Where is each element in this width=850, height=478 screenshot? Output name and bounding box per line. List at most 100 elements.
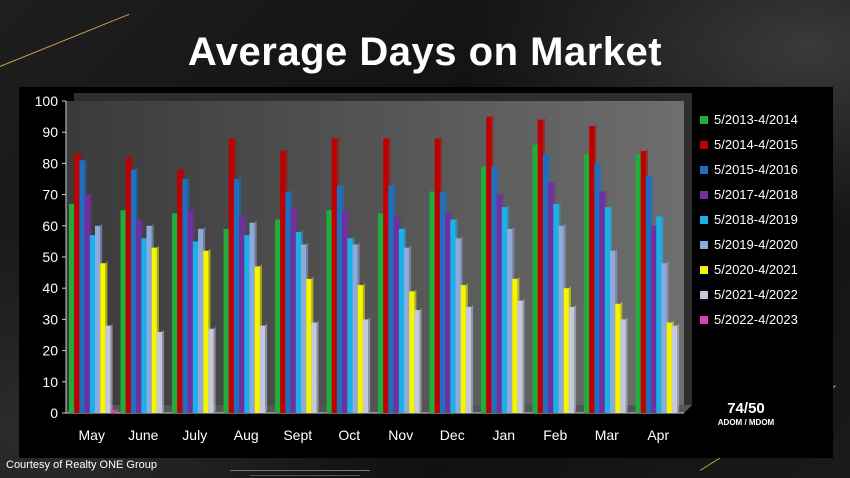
x-tick-label: Jan — [492, 427, 515, 443]
bar — [208, 328, 214, 413]
bar — [671, 325, 678, 413]
bar — [640, 150, 646, 414]
bar-side — [316, 320, 319, 413]
x-tick-label: May — [79, 427, 105, 443]
bar — [645, 175, 652, 413]
bar — [357, 285, 363, 413]
page-title: Average Days on Market — [187, 30, 663, 74]
bar — [192, 241, 198, 413]
bar — [285, 191, 291, 413]
bar — [537, 119, 543, 413]
x-tick-label: June — [128, 427, 159, 443]
bar — [280, 150, 286, 414]
bar — [295, 232, 301, 413]
y-tick-label: 70 — [42, 187, 58, 203]
bar — [187, 210, 193, 413]
x-tick-label: Aug — [234, 427, 259, 443]
legend-label: 5/2020-4/2021 — [714, 262, 798, 277]
legend-item: 5/2015-4/2016 — [700, 157, 830, 182]
bar — [198, 228, 204, 413]
legend-swatch — [700, 240, 708, 249]
legend-item: 5/2022-4/2023 — [700, 307, 830, 332]
bar — [311, 322, 317, 413]
bar — [610, 250, 616, 413]
bar — [306, 278, 312, 413]
y-tick-label: 10 — [42, 374, 58, 390]
bar — [249, 222, 255, 413]
legend-swatch — [700, 265, 708, 274]
bar — [615, 303, 621, 413]
bar — [481, 166, 487, 413]
bar — [584, 154, 590, 413]
bar — [130, 169, 137, 413]
bar — [84, 194, 90, 413]
bar — [486, 116, 492, 413]
bar — [512, 278, 518, 413]
bar — [393, 216, 399, 413]
bar-side — [162, 329, 165, 413]
bar — [388, 185, 394, 413]
bar — [620, 319, 626, 413]
adom-summary: 74/50 ADOM / MDOM — [693, 400, 799, 427]
bar — [666, 322, 672, 413]
bar-side — [574, 304, 577, 413]
bar — [275, 219, 281, 413]
bar — [409, 291, 415, 413]
bar — [254, 266, 260, 413]
bar — [233, 179, 240, 413]
bar — [445, 213, 451, 413]
bar — [136, 219, 142, 413]
bar — [120, 210, 126, 413]
bar — [465, 306, 472, 413]
bar — [501, 207, 507, 413]
bar-side — [522, 298, 525, 413]
bar — [141, 238, 147, 413]
legend-label: 5/2017-4/2018 — [714, 187, 798, 202]
bar — [125, 157, 131, 413]
y-tick-label: 40 — [42, 280, 58, 296]
bar — [404, 247, 410, 413]
bar — [100, 263, 106, 413]
x-tick-label: Apr — [647, 427, 669, 443]
decorative-line — [230, 470, 370, 471]
x-tick-label: Nov — [388, 427, 413, 443]
x-tick-label: Feb — [543, 427, 567, 443]
bar — [589, 125, 595, 414]
bar-side — [368, 317, 371, 413]
bar — [352, 244, 358, 413]
bar — [110, 409, 116, 413]
legend-label: 5/2019-4/2020 — [714, 237, 798, 252]
legend-label: 5/2021-4/2022 — [714, 287, 798, 302]
bar — [290, 207, 296, 413]
legend-item: 5/2014-4/2015 — [700, 132, 830, 157]
bar — [398, 228, 404, 413]
bar — [244, 235, 250, 413]
y-tick-label: 50 — [42, 249, 58, 265]
bar — [177, 169, 183, 413]
bar-side — [677, 323, 680, 413]
legend-item: 5/2013-4/2014 — [700, 107, 830, 132]
decorative-line — [250, 475, 360, 476]
x-tick-label: July — [182, 427, 207, 443]
legend-swatch — [700, 165, 708, 174]
bar-side — [625, 317, 628, 413]
legend-label: 5/2018-4/2019 — [714, 212, 798, 227]
bar — [599, 191, 605, 413]
bar — [259, 325, 266, 413]
x-tick-label: Mar — [595, 427, 619, 443]
y-tick-label: 30 — [42, 311, 58, 327]
bar-side — [471, 304, 474, 413]
legend-item: 5/2021-4/2022 — [700, 282, 830, 307]
bar — [429, 191, 435, 413]
legend-label: 5/2022-4/2023 — [714, 312, 798, 327]
y-tick-label: 0 — [50, 405, 58, 421]
bar — [331, 138, 337, 413]
bar — [228, 138, 234, 413]
legend-swatch — [700, 140, 708, 149]
chart-legend: 5/2013-4/2014 5/2014-4/2015 5/2015-4/2016 5… — [700, 107, 830, 332]
bar — [594, 163, 600, 413]
legend-label: 5/2013-4/2014 — [714, 112, 798, 127]
bar-side — [419, 308, 422, 413]
bar — [347, 238, 353, 413]
bar — [496, 194, 502, 413]
